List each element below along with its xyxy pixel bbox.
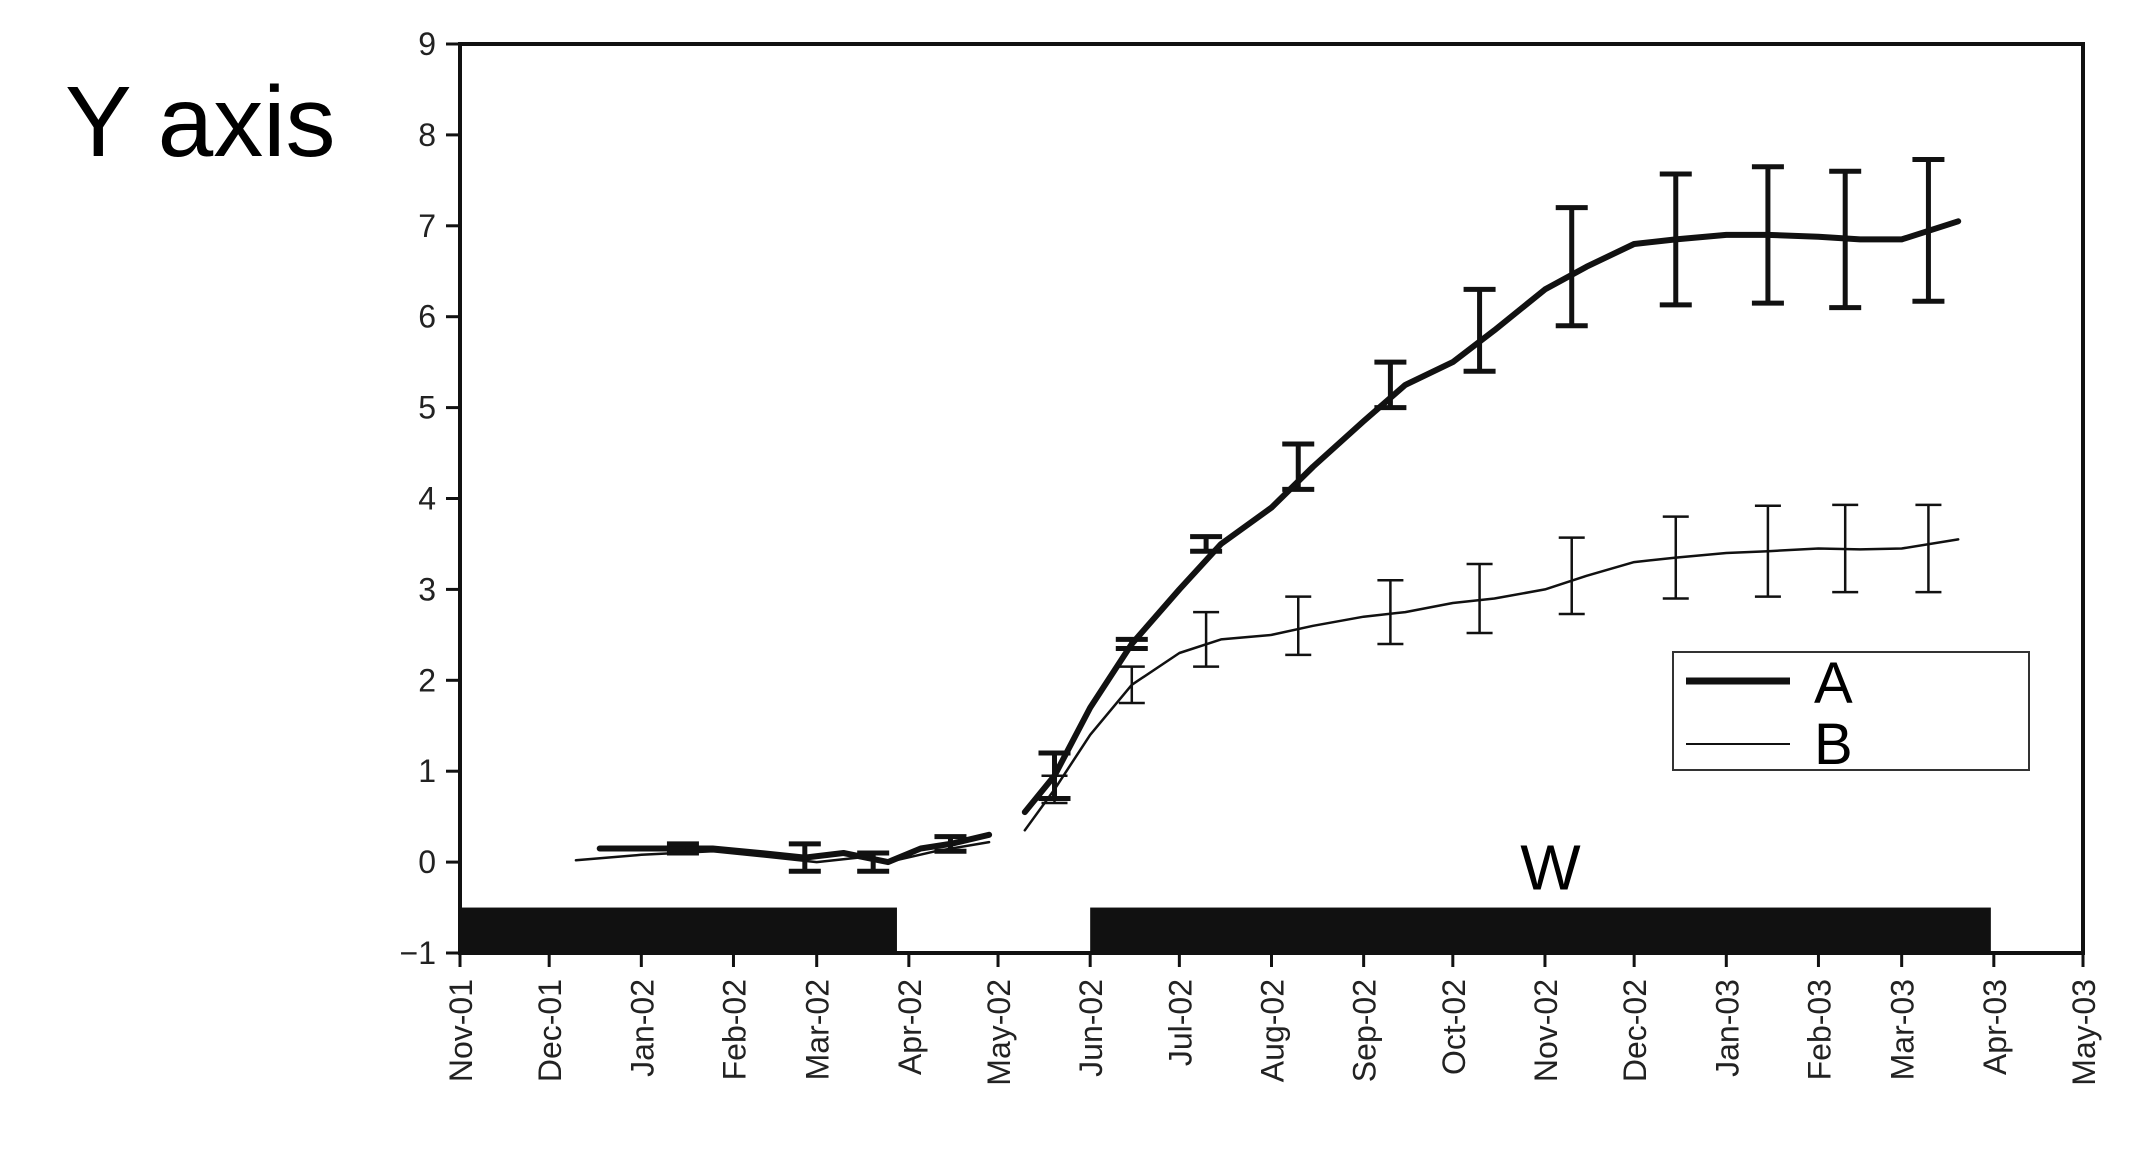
series-b-error-bar-8 <box>1662 515 1689 600</box>
band-label-2: W <box>1520 832 1581 904</box>
series-a-error-bar-11 <box>1555 205 1588 329</box>
x-tick-label-6: May-02 <box>981 979 1017 1086</box>
series-b-error-bar-5 <box>1377 579 1404 646</box>
x-tick-label-2: Jan-02 <box>624 979 660 1077</box>
x-tick-label-0: Nov-01 <box>443 979 479 1082</box>
x-tick-label-3: Feb-02 <box>716 979 752 1080</box>
series-b-line-1 <box>574 840 991 864</box>
series-a-error-bar-12 <box>1659 171 1692 308</box>
series-b-error-bar-4 <box>1285 595 1312 657</box>
y-tick-label-4: 3 <box>418 571 436 607</box>
x-tick-label-18: May-03 <box>2066 979 2102 1086</box>
series-a-error-bar-14 <box>1829 168 1862 311</box>
series-layer <box>574 156 1962 874</box>
x-tick-label-5: Apr-02 <box>892 979 928 1075</box>
x-tick-label-8: Jul-02 <box>1162 979 1198 1066</box>
x-tick-label-13: Dec-02 <box>1617 979 1653 1082</box>
series-b-error-bar-10 <box>1832 503 1859 594</box>
series-a-error-bar-13 <box>1751 164 1784 306</box>
series-a-line-2 <box>1021 218 1962 816</box>
plot-frame <box>458 42 2085 955</box>
series-a-error-bar-2 <box>788 841 821 874</box>
x-tick-label-9: Aug-02 <box>1255 979 1291 1082</box>
x-axis: Nov-01 Dec-01 Jan-02 Feb-02 Mar-02 Apr-02 May-… <box>443 953 2102 1086</box>
y-axis: −1 0 1 2 3 4 5 6 7 8 9 <box>400 26 460 971</box>
x-tick-label-16: Mar-03 <box>1885 979 1921 1080</box>
legend-label-a: A <box>1814 651 1853 716</box>
y-tick-label-9: 8 <box>418 117 436 153</box>
legend: A B <box>1672 651 2030 777</box>
x-tick-label-1: Dec-01 <box>532 979 568 1082</box>
bands <box>460 907 1991 953</box>
y-tick-label-7: 6 <box>418 299 436 335</box>
x-tick-label-7: Jun-02 <box>1073 979 1109 1077</box>
y-tick-label-8: 7 <box>418 208 436 244</box>
legend-box <box>1672 651 2030 771</box>
series-b-error-bar-6 <box>1466 562 1493 635</box>
band-bar-1 <box>460 907 897 953</box>
x-tick-label-11: Oct-02 <box>1436 979 1472 1075</box>
series-a-error-bar-7 <box>1190 534 1223 554</box>
y-tick-label-2: 1 <box>418 753 436 789</box>
y-tick-label-0: −1 <box>400 935 436 971</box>
x-tick-label-15: Feb-03 <box>1801 979 1837 1080</box>
series-a-error-bar-3 <box>857 850 890 874</box>
series-b-line-2 <box>1023 538 1960 832</box>
x-tick-label-12: Nov-02 <box>1528 979 1564 1082</box>
x-tick-label-17: Apr-03 <box>1977 979 2013 1075</box>
band-bar-2 <box>1090 907 1991 953</box>
series-a-error-bar-15 <box>1912 156 1945 304</box>
legend-label-b: B <box>1814 712 1853 777</box>
series-a-error-bar-8 <box>1282 441 1315 492</box>
y-axis-label: Y axis <box>65 66 336 178</box>
series-a-line-1 <box>596 831 993 866</box>
series-a-error-bar-10 <box>1463 286 1496 374</box>
y-tick-label-10: 9 <box>418 26 436 62</box>
x-tick-label-4: Mar-02 <box>800 979 836 1080</box>
x-tick-label-10: Sep-02 <box>1347 979 1383 1082</box>
series-a-error-bar-9 <box>1374 359 1407 411</box>
series-a-error-bar-6 <box>1115 636 1148 651</box>
series-b-error-bar-9 <box>1754 504 1781 598</box>
band-labels: W <box>1520 832 1581 904</box>
series-b-error-bar-7 <box>1558 536 1585 616</box>
series-b-error-bar-3 <box>1193 610 1220 668</box>
y-tick-label-5: 4 <box>418 481 436 517</box>
y-tick-label-6: 5 <box>418 390 436 426</box>
series-b-error-bar-1 <box>1041 774 1068 805</box>
y-tick-label-1: 0 <box>418 844 436 880</box>
x-tick-label-14: Jan-03 <box>1709 979 1745 1077</box>
series-b-error-bar-11 <box>1915 503 1942 594</box>
series-b-error-bar-2 <box>1118 665 1145 705</box>
y-tick-label-3: 2 <box>418 662 436 698</box>
